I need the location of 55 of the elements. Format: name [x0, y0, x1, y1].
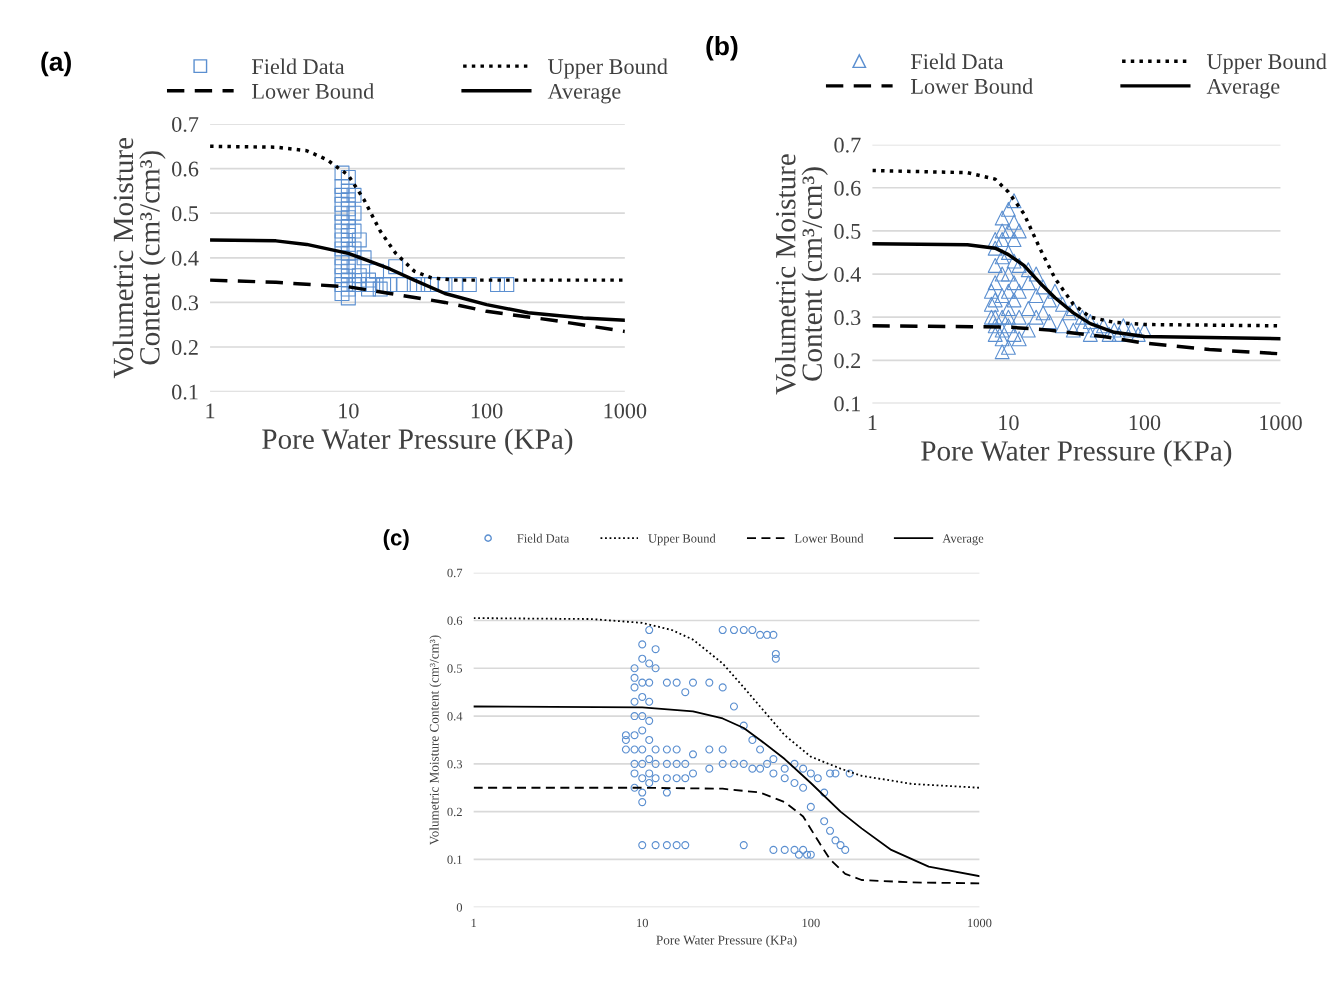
y-tick-label: 0.3	[447, 759, 463, 769]
chart-title: (b)	[706, 35, 738, 61]
y-tick-label: 0.4	[172, 250, 199, 266]
y-tick-label: 0.2	[172, 339, 198, 356]
x-axis-title: Pore Water Pressure (KPa)	[262, 428, 573, 455]
x-tick-label: 100	[1129, 415, 1161, 431]
y-tick-label: 0	[456, 903, 463, 912]
x-tick-label: 1000	[604, 403, 647, 419]
y-tick-label: 0.2	[447, 807, 462, 817]
x-tick-label: 10	[339, 403, 359, 419]
legend-label: Lower Bound	[794, 533, 864, 543]
legend-label: Field Data	[252, 58, 345, 75]
x-tick-label: 1000	[1260, 415, 1302, 431]
y-tick-label: 0.4	[834, 266, 861, 283]
x-tick-label: 100	[802, 918, 820, 928]
legend-label: Field Data	[517, 533, 570, 543]
x-axis-title: Pore Water Pressure (KPa)	[921, 440, 1232, 467]
x-tick-label: 1000	[968, 918, 992, 928]
y-tick-label: 0.1	[447, 855, 462, 864]
legend-label: Upper Bound	[648, 533, 716, 546]
y-axis-title: Volumetric Moisture Content (cm³/cm³)	[429, 635, 442, 845]
legend-label: Average	[942, 534, 984, 546]
y-tick-label: 0.3	[834, 310, 861, 326]
legend-label: Average	[1206, 78, 1280, 99]
y-axis-title: Volumetric Moisture Content (cm³/cm³)	[112, 137, 166, 379]
legend-label: Upper Bound	[1207, 53, 1327, 74]
y-tick-label: 0.1	[834, 396, 860, 412]
y-tick-label: 0.1	[172, 384, 198, 400]
y-tick-label: 0.5	[834, 223, 861, 239]
y-axis-title: Volumetric Moisture Content (cm³/cm³)	[775, 154, 828, 395]
x-axis-title: Pore Water Pressure (KPa)	[656, 935, 797, 948]
y-tick-label: 0.2	[834, 353, 861, 369]
y-tick-label: 0.6	[172, 161, 199, 177]
y-tick-label: 0.7	[447, 568, 463, 578]
legend-label: Lower Bound	[252, 83, 374, 99]
x-tick-label: 1	[471, 918, 477, 928]
y-tick-label: 0.6	[447, 616, 463, 625]
y-tick-label: 0.7	[172, 116, 199, 133]
y-tick-label: 0.7	[834, 137, 861, 153]
legend-label: Average	[547, 83, 621, 104]
y-tick-label: 0.6	[834, 180, 861, 196]
x-tick-label: 10	[637, 918, 649, 928]
y-tick-label: 0.4	[447, 712, 463, 721]
chart-title: (c)	[383, 529, 409, 550]
y-tick-label: 0.5	[447, 664, 463, 673]
chart-title: (a)	[41, 51, 71, 77]
x-tick-label: 1	[868, 415, 877, 430]
y-tick-label: 0.3	[172, 295, 199, 311]
legend-label: Upper Bound	[548, 58, 668, 79]
legend-label: Field Data	[911, 53, 1004, 70]
legend-label: Lower Bound	[911, 78, 1033, 94]
x-tick-label: 10	[999, 415, 1019, 431]
x-tick-label: 100	[471, 403, 503, 419]
y-tick-label: 0.5	[172, 206, 199, 222]
x-tick-label: 1	[206, 403, 215, 419]
